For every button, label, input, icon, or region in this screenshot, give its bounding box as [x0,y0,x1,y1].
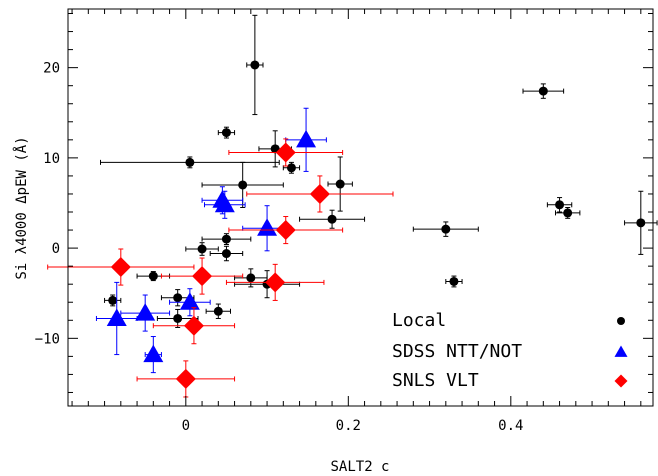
local-marker [246,273,256,283]
snls-vlt-marker [175,368,196,389]
legend-marker-local [617,317,625,325]
local-point [246,14,264,116]
sdss-ntt-not-point [204,190,246,219]
local-marker [173,313,183,323]
y-tick-label: 10 [43,151,60,167]
local-point [100,156,280,169]
local-marker [250,60,260,70]
local-marker [286,163,296,173]
snls-vlt-point [225,263,325,301]
local-point [412,221,479,237]
x-tick-label: 0.4 [498,418,523,434]
local-marker [148,271,158,281]
snls-vlt-point [228,216,344,245]
snls-vlt-point [152,307,236,345]
x-axis-title: SALT2 c [330,459,389,475]
snls-vlt-marker [275,142,296,163]
y-axis-title: Si λ4000 ΔpEW (Å) [13,136,30,279]
snls-vlt-marker [309,183,330,204]
snls-vlt-marker [183,315,204,336]
legend: Local SDSS NTT/NOT SNLS VLT [392,310,628,391]
sdss-ntt-not-marker [214,194,235,213]
local-point [445,275,463,288]
snls-vlt-marker [265,272,286,293]
sdss-ntt-not-marker [135,303,156,321]
snls-vlt-marker [275,220,296,241]
sdss-ntt-not-point [143,336,164,374]
sdss-ntt-not-point [120,294,171,332]
local-marker [563,208,573,218]
snls-vlt-marker [110,257,131,278]
sdss-ntt-not-marker [296,129,317,148]
local-point [104,294,122,307]
local-marker [238,180,248,190]
local-marker [441,224,451,234]
local-marker [327,214,337,224]
local-marker [221,234,231,244]
local-marker [538,86,548,96]
sdss-ntt-not-marker [143,344,164,363]
sdss-ntt-not-marker [179,292,200,310]
sdss-ntt-not-point [95,281,138,356]
y-tick-label: −10 [35,331,60,347]
sdss-ntt-not-point [169,288,211,317]
local-point [327,156,353,212]
local-point [555,207,581,219]
snls-vlt-point [136,360,236,398]
legend-label-snls-vlt: SNLS VLT [392,370,479,391]
y-tick-label: 20 [43,61,60,77]
local-point [522,83,565,99]
local-point [217,126,236,139]
axes: 0 0.2 0.4 −10 0 10 20 [35,9,653,434]
local-marker [221,249,231,259]
local-point [209,245,244,262]
local-marker [197,244,207,254]
local-marker [636,218,646,228]
local-point [136,271,171,282]
legend-marker-sdss-ntt-not [614,345,628,357]
local-marker [335,179,345,189]
local-marker [108,295,118,305]
snls-vlt-marker [192,266,213,287]
snls-vlt-point [246,175,394,213]
local-point [205,303,231,319]
sdss-ntt-not-point [285,107,327,172]
legend-marker-snls-vlt [614,374,628,388]
snls-vlt-point [47,248,195,286]
local-marker [185,157,195,167]
local-marker [555,200,565,210]
x-tick-label: 0.2 [336,418,361,434]
legend-label-sdss-ntt-not: SDSS NTT/NOT [392,341,522,362]
sdss-ntt-not-marker [106,308,127,326]
plot-frame [67,8,654,407]
snls-vlt-point [160,257,244,295]
snls-vlt-point [228,138,344,167]
local-marker [221,128,231,138]
local-marker [449,276,459,286]
local-point [185,242,219,256]
local-point [624,190,658,255]
legend-label-local: Local [392,310,446,331]
local-point [156,308,199,329]
y-tick-label: 0 [52,241,60,257]
plot-marks [47,14,658,398]
local-point [546,197,573,213]
sdss-ntt-not-marker [257,218,278,236]
local-point [201,233,252,245]
local-marker [173,293,183,303]
local-marker [213,306,223,316]
local-point [299,209,366,229]
x-tick-label: 0 [182,418,190,434]
